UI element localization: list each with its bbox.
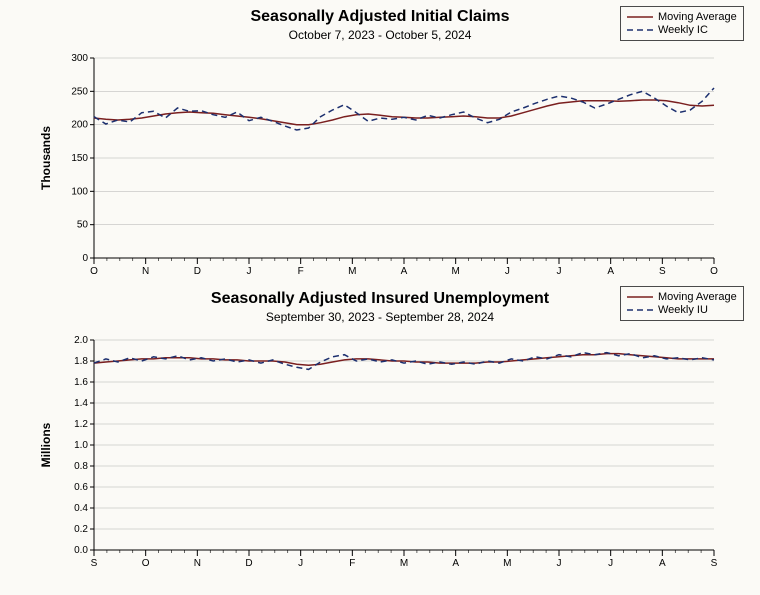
svg-text:300: 300 [71,53,88,64]
svg-text:D: D [194,266,201,277]
legend-label: Weekly IC [658,24,708,36]
svg-text:0: 0 [82,253,88,264]
svg-text:0.8: 0.8 [74,461,88,472]
svg-text:0.6: 0.6 [74,482,88,493]
svg-text:1.0: 1.0 [74,440,88,451]
svg-text:Thousands: Thousands [39,126,53,190]
svg-text:A: A [401,266,408,277]
legend-label: Moving Average [658,11,737,23]
svg-text:O: O [90,266,98,277]
svg-text:1.2: 1.2 [74,419,88,430]
svg-text:S: S [711,558,718,569]
svg-text:F: F [349,558,355,569]
svg-text:J: J [247,266,252,277]
svg-text:A: A [452,558,459,569]
svg-text:N: N [194,558,201,569]
svg-text:100: 100 [71,186,88,197]
svg-text:N: N [142,266,149,277]
svg-text:S: S [659,266,666,277]
svg-text:M: M [400,558,408,569]
svg-text:A: A [659,558,666,569]
svg-text:1.8: 1.8 [74,356,88,367]
svg-text:S: S [91,558,98,569]
chart2-legend: Moving Average Weekly IU [620,286,744,321]
svg-text:A: A [607,266,614,277]
svg-text:2.0: 2.0 [74,335,88,346]
svg-text:M: M [503,558,511,569]
svg-text:1.6: 1.6 [74,377,88,388]
svg-text:J: J [505,266,510,277]
svg-text:J: J [608,558,613,569]
svg-text:O: O [142,558,150,569]
chart1-legend: Moving Average Weekly IC [620,6,744,41]
svg-text:Millions: Millions [39,422,53,467]
legend-label: Weekly IU [658,304,708,316]
chart2-plot: 0.0 0.2 0.4 0.6 0.8 1.0 1.2 1.4 1.6 1.8 2.0 S O N D J F M… [30,322,750,582]
svg-text:250: 250 [71,86,88,97]
svg-text:200: 200 [71,120,88,131]
svg-text:0.4: 0.4 [74,503,88,514]
svg-text:0.2: 0.2 [74,524,88,535]
svg-text:M: M [348,266,356,277]
svg-text:M: M [451,266,459,277]
svg-text:J: J [298,558,303,569]
svg-text:J: J [557,558,562,569]
svg-text:F: F [298,266,304,277]
legend-label: Moving Average [658,291,737,303]
svg-text:1.4: 1.4 [74,398,88,409]
svg-text:0.0: 0.0 [74,545,88,556]
svg-text:J: J [557,266,562,277]
svg-text:D: D [245,558,252,569]
svg-text:50: 50 [77,220,89,231]
svg-text:150: 150 [71,153,88,164]
svg-text:O: O [710,266,718,277]
chart1-plot: 0 50 100 150 200 250 300 O N D J F M A M J J A S O Thousands [30,40,750,290]
